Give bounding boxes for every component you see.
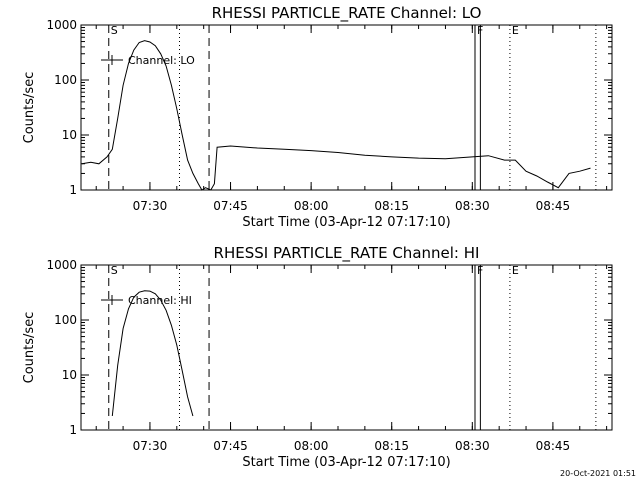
y-tick-label: 1000 xyxy=(46,18,77,32)
y-axis-label: Counts/sec xyxy=(22,72,37,144)
x-tick-label: 07:45 xyxy=(213,439,248,453)
series-line xyxy=(111,290,194,417)
x-axis-label: Start Time (03-Apr-12 07:17:10) xyxy=(242,455,450,470)
chart-panel-hi: RHESSI PARTICLE_RATE Channel: HI 07:30 07:… xyxy=(22,244,613,470)
y-tick-label: 1 xyxy=(69,183,77,197)
event-marker-label: S xyxy=(111,24,118,37)
y-tick-label: 10 xyxy=(62,128,77,142)
x-tick-label: 08:45 xyxy=(536,439,571,453)
chart-panel-lo: RHESSI PARTICLE_RATE Channel: LO 07:30 07:… xyxy=(22,4,613,230)
legend-label: Channel: HI xyxy=(128,294,192,307)
y-tick-label: 1000 xyxy=(46,258,77,272)
x-tick-label: 08:30 xyxy=(455,439,490,453)
y-tick-label: 10 xyxy=(62,368,77,382)
x-tick-label: 07:30 xyxy=(133,439,168,453)
x-tick-label: 08:30 xyxy=(455,199,490,213)
y-tick-label: 100 xyxy=(54,73,77,87)
x-tick-label: 08:45 xyxy=(536,199,571,213)
chart-title: RHESSI PARTICLE_RATE Channel: LO xyxy=(212,4,482,23)
plot-frame xyxy=(80,24,613,191)
event-marker-label: S xyxy=(111,264,118,277)
x-tick-label: 08:15 xyxy=(374,439,409,453)
event-marker-label: E xyxy=(512,24,519,37)
x-tick-label: 08:00 xyxy=(294,199,329,213)
x-tick-label: 08:00 xyxy=(294,439,329,453)
x-axis-label: Start Time (03-Apr-12 07:17:10) xyxy=(242,215,450,230)
x-tick-label: 07:45 xyxy=(213,199,248,213)
legend-label: Channel: LO xyxy=(128,54,195,67)
event-marker-label: E xyxy=(512,264,519,277)
x-tick-label: 08:15 xyxy=(374,199,409,213)
y-axis-label: Counts/sec xyxy=(22,312,37,384)
y-tick-label: 100 xyxy=(54,313,77,327)
series-line xyxy=(81,40,591,191)
plot-frame xyxy=(80,264,613,431)
chart-title: RHESSI PARTICLE_RATE Channel: HI xyxy=(214,244,480,263)
x-tick-label: 07:30 xyxy=(133,199,168,213)
footer-timestamp: 20-Oct-2021 01:51 xyxy=(560,469,636,478)
y-tick-label: 1 xyxy=(69,423,77,437)
